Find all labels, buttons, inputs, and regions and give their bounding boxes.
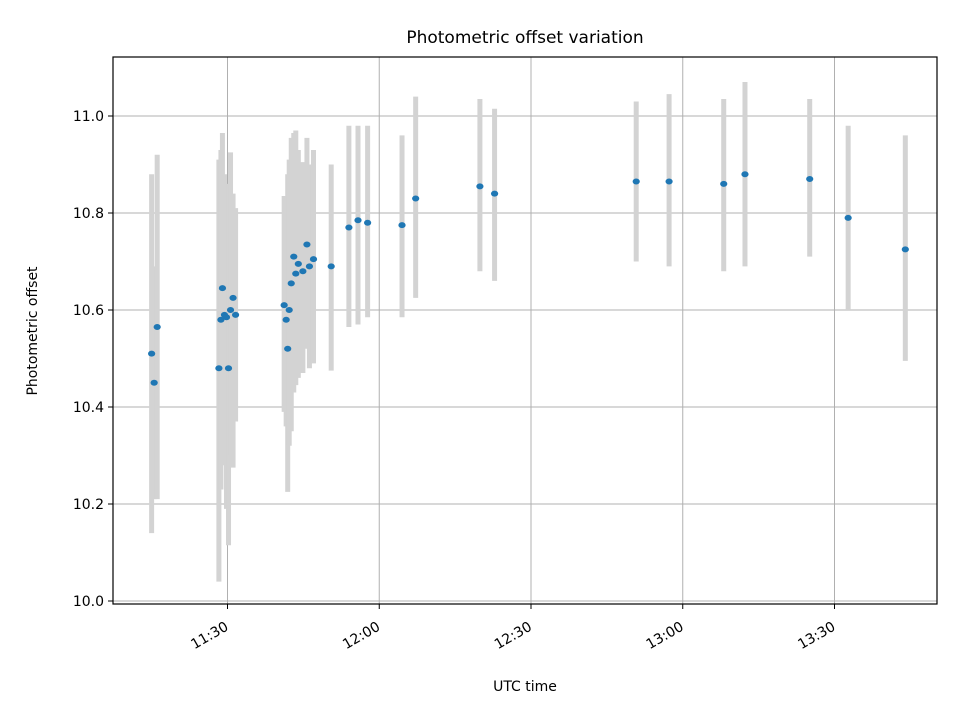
chart-title: Photometric offset variation [406,28,643,48]
data-point [290,253,298,260]
data-point [299,268,307,275]
data-point [153,323,161,330]
data-point [226,307,235,313]
y-tick-label: 10.4 [73,400,104,416]
data-point [218,285,227,292]
data-point [412,195,420,202]
data-point [305,263,314,270]
data-point [632,178,640,185]
y-tick-label: 10.6 [73,303,104,319]
data-point [490,190,499,197]
data-point [345,224,353,231]
data-point [309,256,318,263]
data-point [215,365,223,372]
data-point [229,294,237,301]
data-point [217,316,225,323]
data-point [364,219,372,226]
data-point [327,263,335,270]
data-point [282,316,290,323]
data-point [354,217,362,224]
data-point [231,311,240,318]
data-point [222,314,231,321]
data-point [476,183,484,190]
data-point [741,171,749,178]
errorbar-layer [149,82,908,582]
y-tick-label: 10.8 [73,206,104,222]
y-axis-label: Photometric offset [25,266,41,396]
x-tick-label: 13:30 [795,619,838,653]
data-point [280,302,288,309]
data-point [901,246,909,253]
x-axis-label: UTC time [493,679,557,695]
x-tick-label: 11:30 [188,619,231,653]
data-point [224,365,233,372]
x-tick-label: 12:30 [492,619,535,653]
data-point [720,180,728,187]
y-tick-label: 10.2 [73,497,104,513]
data-point [292,270,300,277]
y-tick-label: 11.0 [73,109,104,125]
data-point [150,379,158,386]
x-tick-label: 13:00 [644,619,687,653]
data-point [294,260,302,267]
data-point [665,178,673,185]
data-point [285,307,293,313]
x-tick-label: 12:00 [340,619,383,653]
data-point [303,241,311,248]
y-tick-label: 10.0 [73,594,104,610]
data-point [806,176,814,183]
data-point [287,280,295,287]
data-point [398,222,406,229]
grid-layer [113,57,937,604]
plot-frame [112,56,938,605]
data-point [284,345,292,352]
data-point [844,214,852,221]
data-point [148,350,156,357]
point-layer [148,171,909,386]
